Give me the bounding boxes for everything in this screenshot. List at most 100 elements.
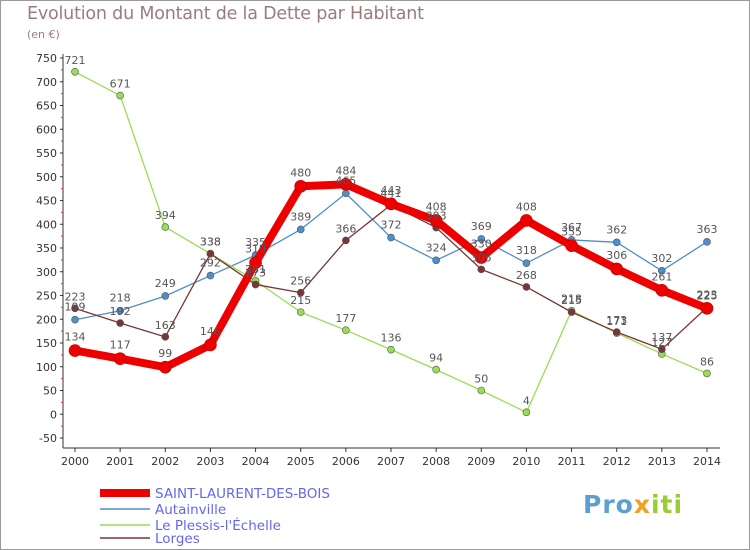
data-label: 338 [200,236,221,249]
series-1-point [342,189,350,198]
series-0-point [610,262,624,276]
series-2-point [522,408,531,417]
series-0-point [294,179,308,193]
data-label: 721 [65,54,86,67]
x-tick-label: 2011 [558,455,586,468]
data-label: 367 [561,221,582,234]
y-tick-label: 700 [36,76,57,89]
x-tick-label: 2010 [512,455,540,468]
data-label: 199 [65,301,86,314]
series-0-point [113,352,127,365]
series-0-point [429,214,443,227]
x-tick-label: 2004 [242,455,270,468]
data-label: 671 [110,78,131,91]
proxiti-logo: Proxiti [583,490,683,519]
series-3-point [251,280,260,289]
y-tick-label: 100 [36,361,57,374]
series-1-point [612,238,621,247]
data-label: 408 [516,200,537,213]
legend-label: SAINT-LAURENT-DES-BOIS [155,486,330,502]
data-label: 369 [471,220,492,233]
series-0-point [474,251,488,264]
data-label: 338 [200,236,221,249]
data-label: 218 [561,293,582,306]
data-label: 330 [471,238,492,251]
data-label: 394 [155,209,176,222]
chart-title: Evolution du Montant de la Dette par Hab… [27,4,424,24]
y-tick-label: 650 [36,100,57,113]
data-label: 173 [606,314,627,327]
data-label: 363 [697,223,718,236]
x-tick-label: 2014 [693,455,721,468]
series-2-point [432,365,440,374]
data-label: 127 [651,336,672,349]
x-tick-label: 2001 [106,455,134,468]
data-label: 86 [700,355,714,368]
y-tick-label: 0 [50,408,57,421]
data-label: 268 [516,269,537,282]
series-3-point [342,236,350,245]
series-0-point [204,338,217,352]
data-label: 177 [335,312,356,325]
y-tick-label: 300 [36,266,57,279]
y-tick-label: 50 [43,385,57,398]
series-1-point [432,256,440,265]
series-3-point [206,249,215,258]
x-tick-label: 2006 [332,455,360,468]
data-label: 99 [158,347,172,360]
data-label: 223 [65,290,86,303]
series-2-point [71,67,79,76]
series-1-point [161,292,170,300]
data-label: 372 [381,219,402,232]
data-label: 50 [474,373,488,386]
logo-part-x: x [633,490,651,519]
series-1-point [477,235,486,243]
y-tick-label: 500 [36,171,57,184]
data-label: 273 [245,267,266,280]
x-tick-label: 2013 [648,455,676,468]
series-2-point [116,91,124,100]
series-3-point [522,283,531,291]
data-label: 465 [335,174,356,187]
data-label: 355 [561,226,582,239]
series-1-point [658,266,666,275]
series-1-point [296,225,305,234]
data-label: 318 [516,244,537,257]
series-3-point [658,345,666,353]
data-label: 302 [651,252,672,265]
data-label: 136 [381,332,402,345]
series-2-point [161,223,170,231]
data-label: 389 [290,210,311,223]
x-tick-label: 2007 [377,455,405,468]
series-0-point [249,256,262,270]
data-label: 408 [426,200,447,213]
series-0-point [339,178,353,191]
data-label: 4 [523,394,530,407]
data-label: 223 [697,288,718,301]
data-label: 94 [429,352,443,365]
data-label: 393 [426,210,447,223]
x-tick-label: 2012 [603,455,631,468]
series-1-point [206,271,215,280]
series-1-point [71,315,79,324]
series-0-point [384,197,398,211]
data-label: 117 [110,339,131,352]
series-2-point [342,326,350,334]
y-tick-label: 250 [36,290,57,303]
logo-part-iti: iti [650,490,684,519]
data-label: 305 [471,251,492,264]
data-label: 261 [651,270,672,283]
unit-label: (en €) [27,28,60,41]
y-tick-label: 150 [36,337,57,350]
data-label: 256 [290,275,311,288]
data-label: 171 [606,315,627,328]
y-tick-label: 200 [36,313,57,326]
data-label: 484 [335,164,356,177]
x-tick-label: 2003 [196,455,224,468]
series-3-point [296,288,305,297]
y-tick-label: -50 [39,432,57,445]
data-label: 443 [381,184,402,197]
series-1-point [116,306,124,315]
series-0-point [655,283,669,297]
data-label: 163 [155,319,176,332]
